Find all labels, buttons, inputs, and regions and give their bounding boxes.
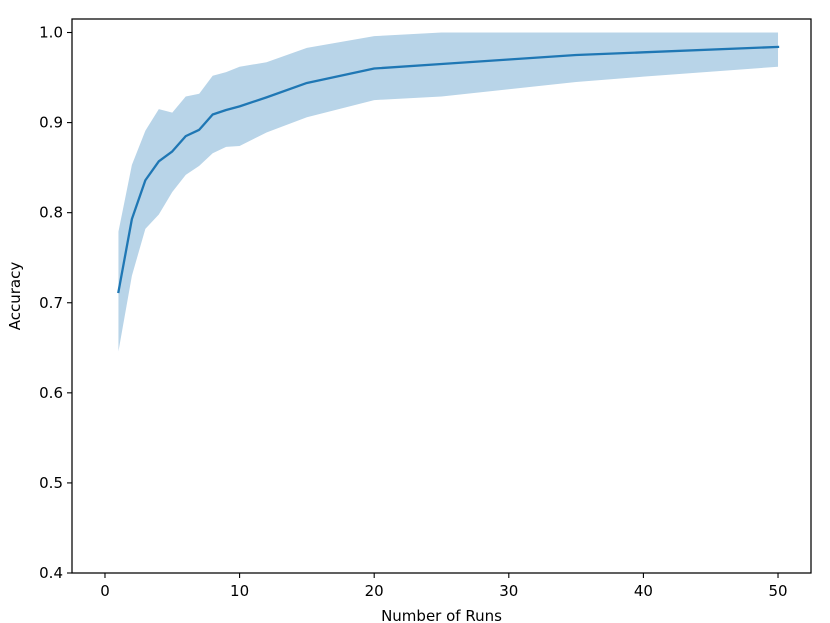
y-tick-label: 1.0 <box>39 24 63 42</box>
x-tick-label: 20 <box>365 582 384 600</box>
y-tick-label: 0.7 <box>39 294 63 312</box>
y-tick-label: 0.6 <box>39 384 63 402</box>
y-tick-label: 0.9 <box>39 114 63 132</box>
x-axis-label: Number of Runs <box>381 607 502 623</box>
y-axis-ticks: 0.4 0.5 0.6 0.7 0.8 0.9 1.0 <box>39 24 72 582</box>
x-tick-label: 50 <box>768 582 787 600</box>
x-tick-label: 0 <box>100 582 110 600</box>
mean-line-layer <box>117 45 780 294</box>
y-tick-label: 0.8 <box>39 204 63 222</box>
x-tick-label: 30 <box>499 582 518 600</box>
y-tick-label: 0.4 <box>39 564 63 582</box>
confidence-band <box>118 32 779 352</box>
y-axis-label: Accuracy <box>6 262 24 331</box>
y-tick-label: 0.5 <box>39 474 63 492</box>
x-tick-label: 10 <box>230 582 249 600</box>
plot-frame <box>71 18 812 574</box>
mean-accuracy-line <box>117 45 780 294</box>
x-axis-ticks: 0 10 20 30 40 50 <box>100 573 788 600</box>
x-tick-label: 40 <box>634 582 653 600</box>
confidence-band-layer <box>118 32 779 352</box>
